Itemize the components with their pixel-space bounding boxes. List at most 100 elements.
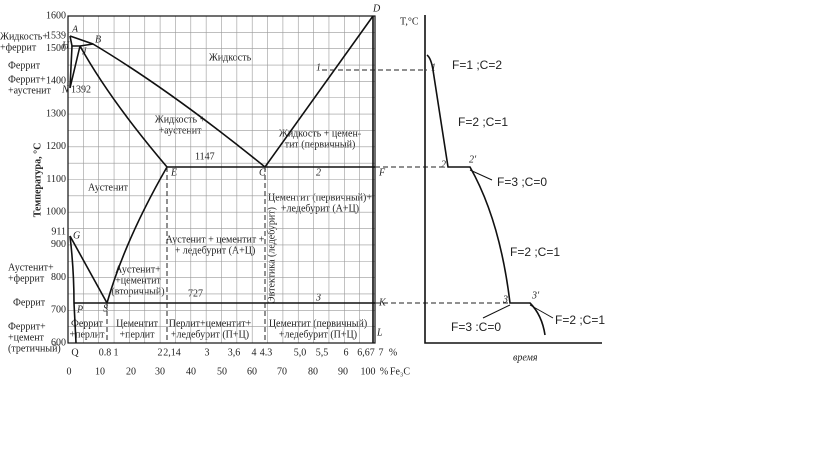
point-label: A xyxy=(71,24,79,35)
region-label: Феррит xyxy=(71,318,104,329)
x-tick-label: 60 xyxy=(247,366,257,377)
region-label: Перлит+цементит+ xyxy=(169,318,252,329)
x-tick-label: 70 xyxy=(277,366,287,377)
point-label: 3' xyxy=(531,290,540,301)
state-label: F=2 ;C=1 xyxy=(555,313,605,327)
x-tick-label: 4 xyxy=(252,347,257,358)
region-label: тит (первичный) xyxy=(285,139,356,150)
axis-title: T,°C xyxy=(400,16,419,27)
region-label: Жидкость + xyxy=(155,114,206,125)
point-label: D xyxy=(372,3,381,14)
temp-label: 1539 xyxy=(46,30,66,41)
temp-label: 1392 xyxy=(71,84,91,95)
x-tick-label: 100 xyxy=(361,366,376,377)
y-tick-label: 1100 xyxy=(46,174,66,185)
x-tick-label: % xyxy=(389,347,397,358)
point-label: H xyxy=(61,40,70,51)
point-label: K xyxy=(378,297,387,308)
temp-label: 1147 xyxy=(195,151,215,162)
point-label: 3 xyxy=(315,292,321,303)
y-tick-label: 1600 xyxy=(46,10,66,21)
state-label: F=1 ;C=2 xyxy=(452,58,502,72)
side-label: Феррит+ xyxy=(8,321,46,332)
region-label: Аустенит+ xyxy=(115,264,161,275)
side-label: Аустенит+ xyxy=(8,262,54,273)
point-label: L xyxy=(376,327,383,338)
point-label: F xyxy=(378,167,386,178)
x-tick-label: 5,0 xyxy=(294,347,307,358)
region-label: Жидкость + цемен- xyxy=(279,128,361,139)
x-tick-label: 5,5 xyxy=(316,347,329,358)
y-tick-label: 1200 xyxy=(46,141,66,152)
x-tick-label: 80 xyxy=(308,366,318,377)
x-tick-label: 10 xyxy=(95,366,105,377)
x-tick-label: 0.8 xyxy=(99,347,112,358)
region-label: Аустенит xyxy=(88,182,129,193)
side-label: +феррит xyxy=(8,273,45,284)
state-label: F=3 ;C=0 xyxy=(497,175,547,189)
region-label: Жидкость xyxy=(209,52,252,63)
region-label: +перлит xyxy=(69,329,105,340)
x-tick-label: 7 xyxy=(379,347,384,358)
point-label: J xyxy=(82,46,87,57)
x-tick-label: 2,14 xyxy=(163,347,181,358)
x-tick-label: Q xyxy=(71,347,79,358)
point-label: C xyxy=(259,167,266,178)
temp-label: 911 xyxy=(51,226,66,237)
point-label: 2 xyxy=(316,167,321,178)
x-tick-label: 30 xyxy=(155,366,165,377)
side-label: Феррит+ xyxy=(8,74,46,85)
point-label: G xyxy=(73,230,80,241)
x-tick-label: 90 xyxy=(338,366,348,377)
side-label: +аустенит xyxy=(8,85,52,96)
axis-title: время xyxy=(513,352,538,363)
state-label: F=2 ;C=1 xyxy=(458,115,508,129)
point-label: 1 xyxy=(431,62,436,73)
axis-title: Температура, °С xyxy=(32,143,43,218)
region-label: + ледебурит (А+Ц) xyxy=(175,245,256,256)
region-label: Цементит (первичный) xyxy=(269,318,367,329)
state-label: F=3 :C=0 xyxy=(451,320,501,334)
point-label: 2 xyxy=(441,159,446,170)
x-tick-label: 6 xyxy=(344,347,349,358)
x-tick-label: Fe₃C xyxy=(390,366,410,377)
region-label: +перлит xyxy=(119,329,155,340)
x-tick-label: 50 xyxy=(217,366,227,377)
region-label: Аустенит + цементит + xyxy=(166,234,265,245)
x-tick-label: 0 xyxy=(67,366,72,377)
side-label: Жидкость+ xyxy=(0,31,48,42)
side-label: +феррит xyxy=(0,42,37,53)
region-label: Цементит (первичный)+ xyxy=(268,192,372,203)
y-tick-label: 800 xyxy=(51,272,66,283)
x-tick-label: 3,6 xyxy=(228,347,241,358)
side-label: Феррит xyxy=(13,297,46,308)
region-label: Цементит xyxy=(116,318,159,329)
region-label: +цементит xyxy=(115,275,161,286)
region-label: (вторичный) xyxy=(111,286,164,297)
point-label: S xyxy=(103,303,108,314)
point-label: 2' xyxy=(469,154,477,165)
state-label: F=2 ;C=1 xyxy=(510,245,560,259)
point-label: E xyxy=(170,167,177,178)
x-tick-label: 40 xyxy=(186,366,196,377)
cooling-curve xyxy=(424,15,602,344)
x-tick-label: 3 xyxy=(205,347,210,358)
x-tick-label: 6,67 xyxy=(357,347,375,358)
y-tick-label: 700 xyxy=(51,305,66,316)
point-label: 3 xyxy=(502,294,508,305)
side-label: +цемент xyxy=(8,332,45,343)
x-tick-label: % xyxy=(380,366,388,377)
point-label: B xyxy=(95,34,101,45)
region-label: +аустенит xyxy=(159,125,203,136)
phase-lines xyxy=(67,15,508,344)
region-label: +ледебурит (П+Ц) xyxy=(171,329,249,340)
y-tick-label: 1000 xyxy=(46,206,66,217)
y-tick-label: 1400 xyxy=(46,76,66,87)
x-tick-label: 4.3 xyxy=(260,347,273,358)
y-tick-label: 1500 xyxy=(46,43,66,54)
x-tick-label: 20 xyxy=(126,366,136,377)
y-tick-label: 600 xyxy=(51,337,66,348)
x-tick-label: 2 xyxy=(158,347,163,358)
